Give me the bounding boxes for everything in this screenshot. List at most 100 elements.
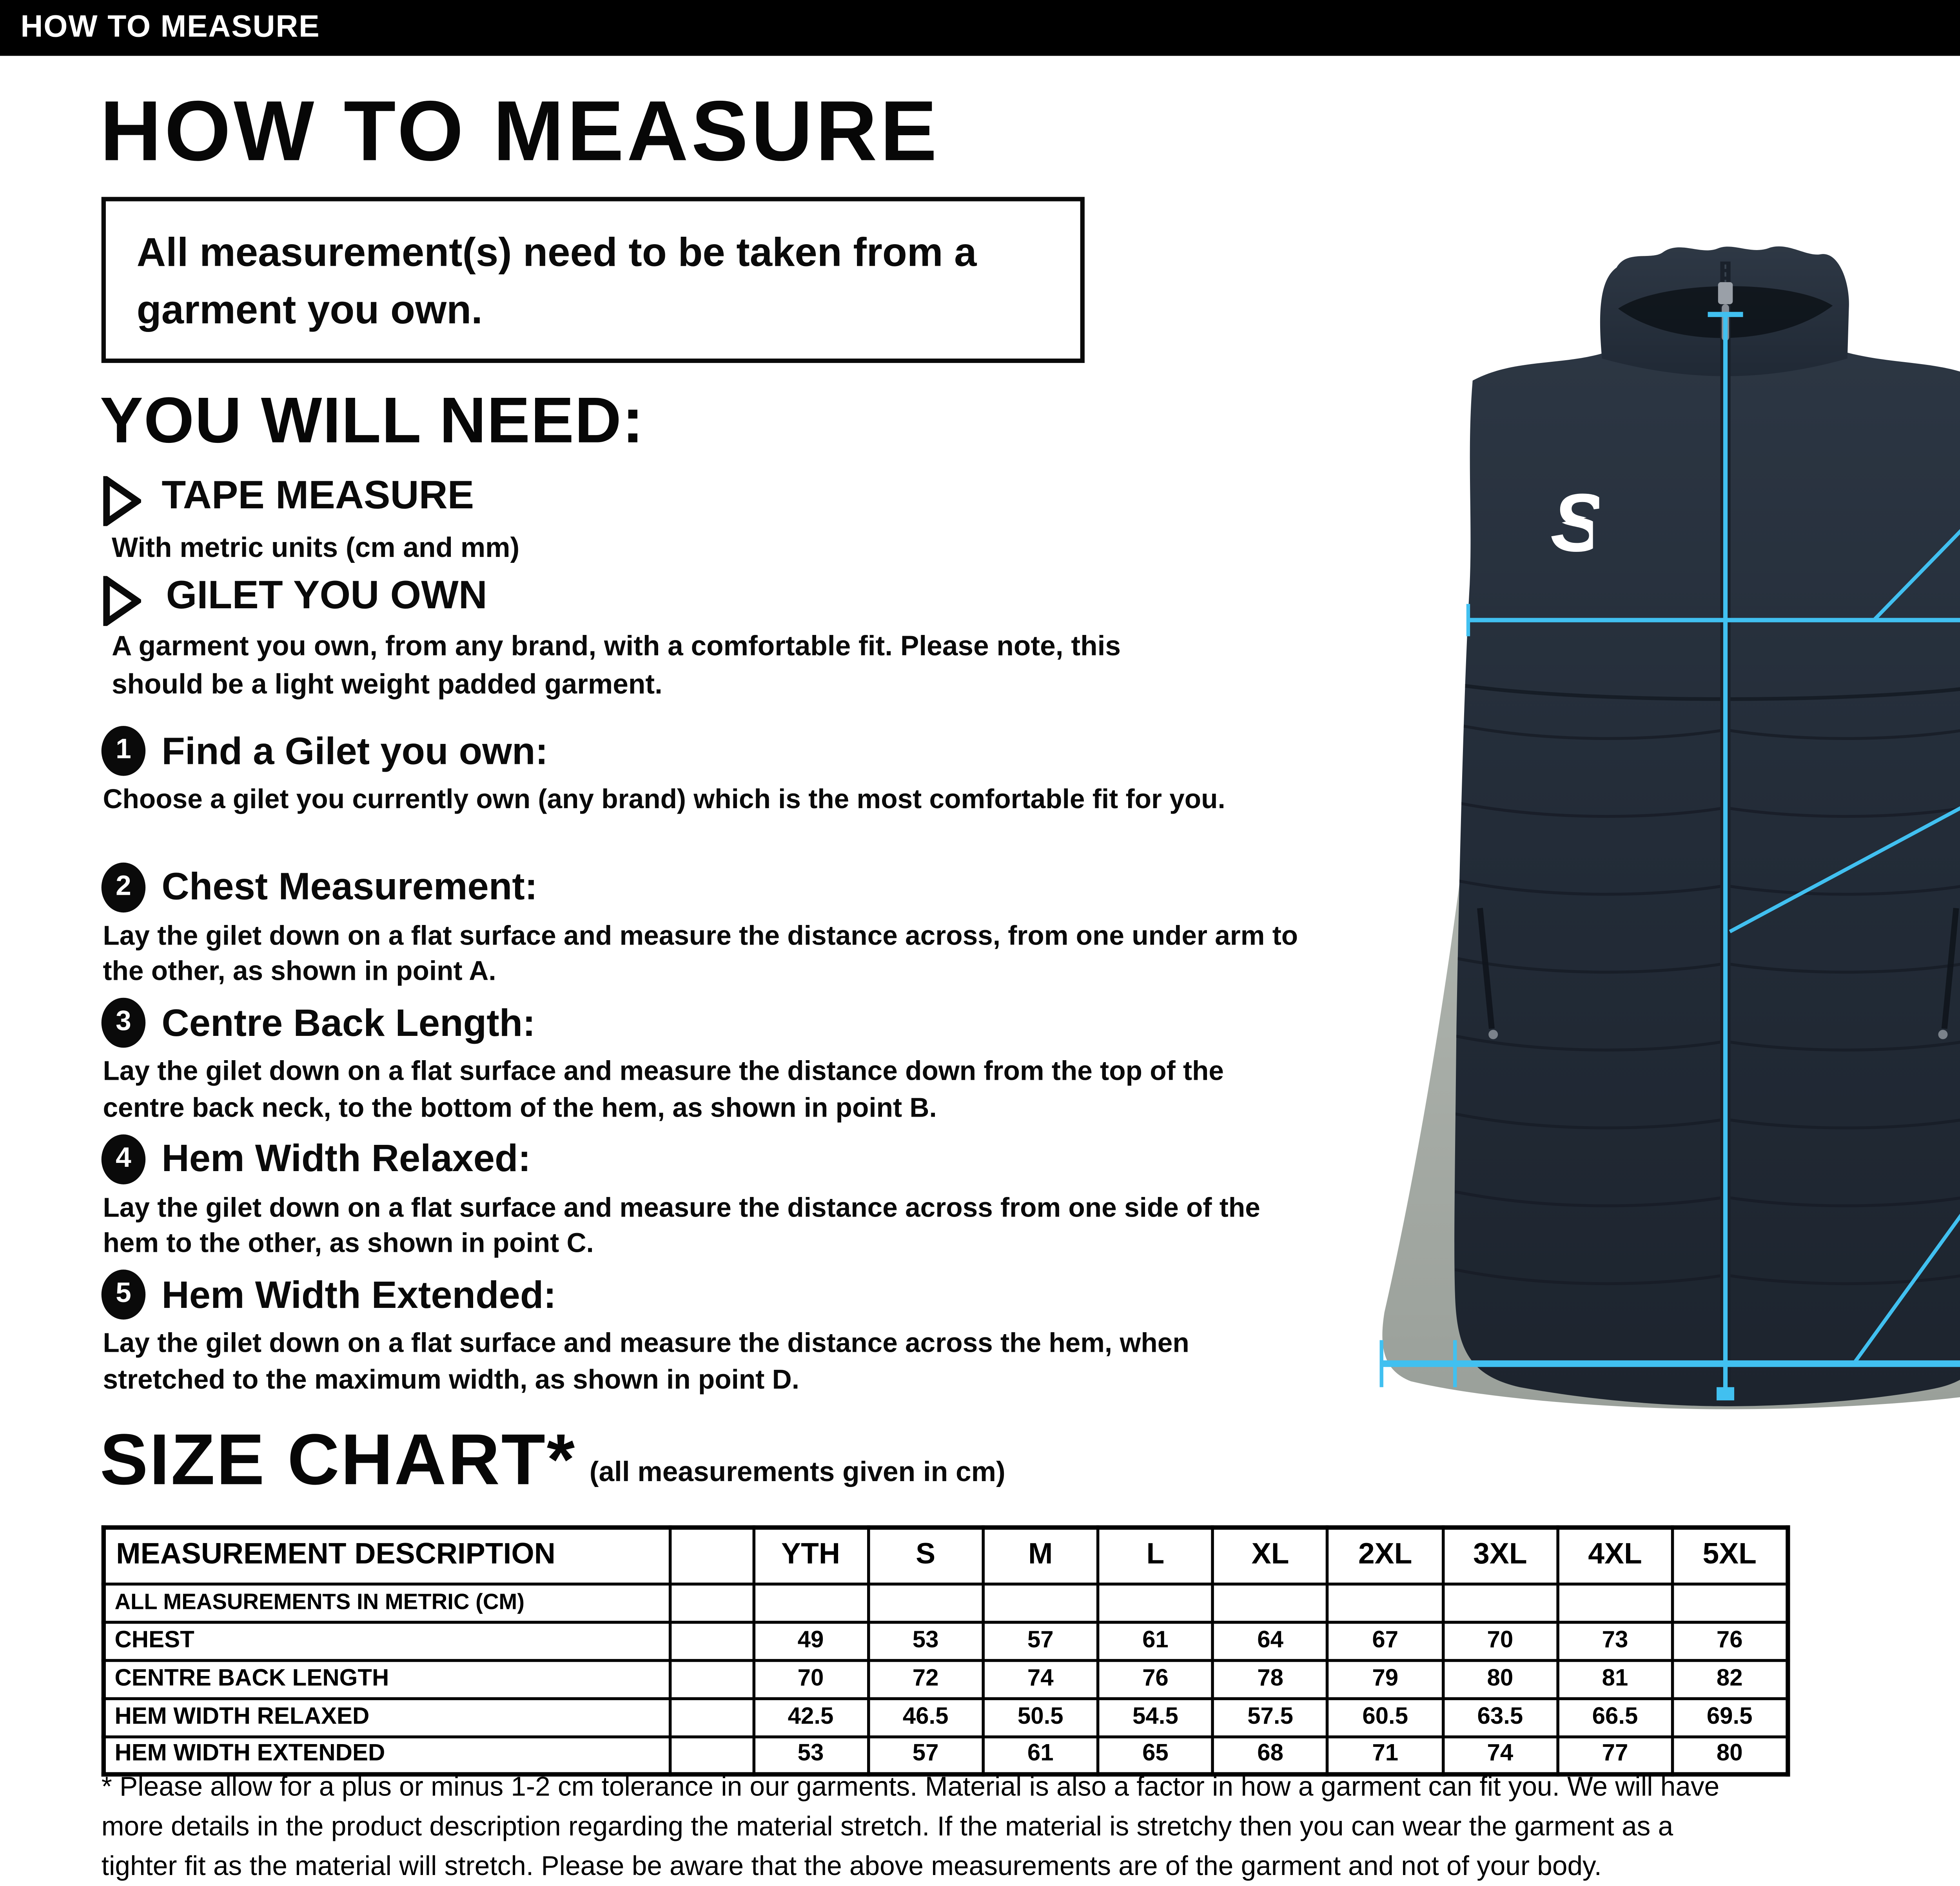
column-header: L [1096,1526,1214,1585]
table-cell [1671,1582,1789,1623]
row-label: CENTRE BACK LENGTH [102,1658,671,1699]
page-title: HOW TO MEASURE [100,83,940,180]
pointer-line-a [1872,529,1960,622]
step-title: Hem Width Extended: [162,1272,556,1317]
table-cell [668,1582,755,1623]
table-cell: 78 [1211,1658,1329,1699]
triangle-bullet-icon [103,573,143,633]
table-cell: 82 [1671,1658,1789,1699]
need-item-description: With metric units (cm and mm) [111,533,520,564]
need-item-label: GILET YOU OWN [166,573,487,617]
table-row: HEM WIDTH RELAXED 42.5 46.5 50.5 54.5 57… [102,1696,1789,1738]
notice-box: All measurement(s) need to be taken from… [101,197,1085,363]
pocket-zip-left [1477,908,1495,1029]
table-cell: 57 [981,1620,1100,1661]
table-cell: 60.5 [1326,1696,1445,1738]
step-1: 1 Find a Gilet you own: Choose a gilet y… [101,726,1321,862]
table-cell [866,1582,985,1623]
column-header: 5XL [1671,1526,1789,1585]
column-header: YTH [751,1526,870,1585]
size-chart-heading: SIZE CHART* (all measurements given in c… [100,1425,1005,1498]
table-cell: 61 [981,1734,1100,1776]
table-cell: 42.5 [751,1696,870,1738]
step-description: Choose a gilet you currently own (any br… [103,783,1225,814]
table-cell: 63.5 [1441,1696,1559,1738]
table-cell: 53 [751,1734,870,1776]
step-description: Lay the gilet down on a flat surface and… [103,1327,1189,1395]
table-cell [751,1582,870,1623]
table-cell [1556,1582,1674,1623]
footnote-line: more details in the product description … [101,1810,1673,1841]
size-chart-table: MEASUREMENT DESCRIPTION YTH S M L XL 2XL… [101,1525,1790,1777]
step-description: Lay the gilet down on a flat surface and… [103,1191,1260,1259]
table-cell: 64 [1211,1620,1329,1661]
step-number-badge: 2 [101,862,146,912]
step-5: 5 Hem Width Extended: Lay the gilet down… [101,1270,1321,1406]
step-description: Lay the gilet down on a flat surface and… [103,1055,1224,1123]
need-item-description: A garment you own, from any brand, with … [111,632,1121,702]
surridge-chest-logo-icon: S S [1549,476,1610,569]
step-title: Hem Width Relaxed: [162,1136,531,1181]
table-cell [1441,1582,1559,1623]
size-chart-subtitle: (all measurements given in cm) [589,1458,1005,1489]
steps-list: 1 Find a Gilet you own: Choose a gilet y… [101,726,1321,1406]
pocket-zip-right [1941,908,1959,1029]
table-cell: 76 [1671,1620,1789,1661]
table-cell: 74 [1441,1734,1559,1776]
footnote-line: * Please allow for a plus or minus 1-2 c… [101,1770,1720,1802]
table-note-row: ALL MEASUREMENTS IN METRIC (CM) [102,1582,1789,1623]
table-cell: 57.5 [1211,1696,1329,1738]
table-cell: 65 [1096,1734,1214,1776]
column-header: XL [1211,1526,1329,1585]
table-cell: 81 [1556,1658,1674,1699]
measurement-lines [1379,312,1960,1390]
notice-text: All measurement(s) need to be taken from… [136,229,977,333]
table-cell: 77 [1556,1734,1674,1776]
zip-slider [1718,282,1733,305]
column-header: 2XL [1326,1526,1445,1585]
column-header: 3XL [1441,1526,1559,1585]
table-cell: 50.5 [981,1696,1100,1738]
table-cell: 46.5 [866,1696,985,1738]
step-2: 2 Chest Measurement: Lay the gilet down … [101,862,1321,998]
table-cell [1326,1582,1445,1623]
step-title: Chest Measurement: [162,864,538,909]
table-cell: 68 [1211,1734,1329,1776]
footnote-line: tighter fit as the material will stretch… [101,1849,1602,1881]
table-cell [668,1658,755,1699]
row-label: CHEST [102,1620,671,1661]
triangle-bullet-icon [103,473,143,533]
table-cell: 80 [1441,1658,1559,1699]
table-cell: 57 [866,1734,985,1776]
gilet-illustration: A B C D [1379,246,1960,1409]
table-cell: 74 [981,1658,1100,1699]
table-cell: 79 [1326,1658,1445,1699]
size-chart-title: SIZE CHART* [100,1421,576,1500]
table-cell: 61 [1096,1620,1214,1661]
column-header: S [866,1526,985,1585]
table-cell [981,1582,1100,1623]
gilet-body [1454,352,1960,1406]
step-number-badge: 1 [101,726,146,776]
need-item-label: TAPE MEASURE [162,473,474,517]
step-number-badge: 5 [101,1270,146,1320]
table-cell: 70 [1441,1620,1559,1661]
column-header: MEASUREMENT DESCRIPTION [102,1526,671,1585]
table-cell: 49 [751,1620,870,1661]
top-bar: HOW TO MEASURE S S SURRIDGE [0,0,1960,56]
table-cell: 70 [751,1658,870,1699]
table-cell [1211,1582,1329,1623]
step-title: Find a Gilet you own: [162,728,548,773]
table-cell: 54.5 [1096,1696,1214,1738]
table-cell [668,1620,755,1661]
row-label: HEM WIDTH RELAXED [102,1696,671,1738]
table-row: HEM WIDTH EXTENDED 53 57 61 65 68 71 74 … [102,1734,1789,1776]
step-number-badge: 3 [101,998,146,1048]
table-cell: 71 [1326,1734,1445,1776]
table-cell: 72 [866,1658,985,1699]
table-cell [668,1734,755,1776]
table-cell: 76 [1096,1658,1214,1699]
top-bar-title: HOW TO MEASURE [20,10,320,44]
step-number-badge: 4 [101,1134,146,1184]
